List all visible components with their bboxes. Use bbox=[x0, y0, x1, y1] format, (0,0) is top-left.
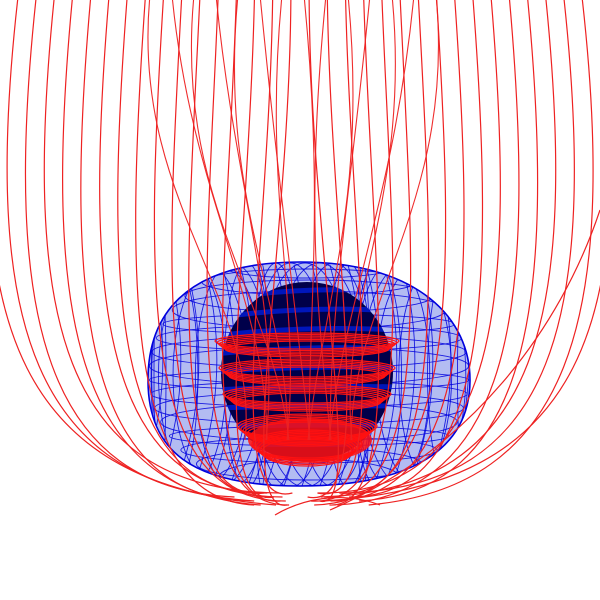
field-band-loop bbox=[220, 337, 394, 355]
field-line bbox=[358, 0, 539, 502]
field-line bbox=[307, 0, 348, 499]
field-line bbox=[24, 0, 235, 498]
field-band-loop bbox=[214, 332, 400, 350]
field-line-inner bbox=[233, 0, 289, 441]
field-band bbox=[214, 332, 400, 358]
field-line-inner bbox=[190, 0, 290, 441]
field-line bbox=[117, 0, 268, 494]
field-line bbox=[343, 0, 575, 494]
shell-mesh-line bbox=[175, 264, 200, 486]
field-line bbox=[80, 0, 245, 502]
field-line bbox=[323, 0, 600, 502]
field-band-loop bbox=[218, 335, 396, 353]
field-band-loop bbox=[224, 340, 390, 358]
field-line-edge bbox=[329, 209, 600, 511]
field-line-inner bbox=[329, 0, 371, 441]
field-line-inner bbox=[350, 0, 440, 441]
field-band-loop bbox=[224, 363, 390, 383]
field-line bbox=[206, 0, 290, 506]
core-stripe bbox=[221, 325, 393, 339]
field-line-inner bbox=[328, 0, 415, 441]
field-line bbox=[323, 0, 412, 498]
field-band-loop bbox=[218, 358, 396, 378]
field-line bbox=[43, 0, 280, 494]
field-line bbox=[314, 0, 447, 506]
field-line-inner bbox=[275, 0, 291, 441]
field-line-inner bbox=[215, 0, 270, 441]
field-line bbox=[368, 0, 594, 506]
field-line-inner bbox=[147, 0, 247, 441]
field-line-tail bbox=[274, 496, 381, 516]
shell-mesh-line bbox=[373, 264, 398, 486]
field-line-inner bbox=[303, 0, 315, 441]
field-band-loop bbox=[220, 360, 394, 380]
field-line-inner bbox=[307, 0, 354, 441]
field-line-inner bbox=[349, 0, 396, 441]
field-line bbox=[310, 0, 394, 502]
field-band-loop bbox=[216, 334, 398, 352]
field-band-loop bbox=[222, 384, 392, 404]
field-band-loop bbox=[226, 364, 388, 384]
field-line bbox=[317, 0, 363, 495]
field-lines bbox=[0, 0, 600, 516]
field-line bbox=[171, 0, 274, 498]
field-line bbox=[330, 0, 465, 502]
field-line bbox=[188, 0, 265, 494]
field-line bbox=[135, 0, 255, 506]
field-line-inner bbox=[259, 0, 311, 441]
field-line bbox=[320, 0, 557, 498]
field-line-inner bbox=[314, 0, 332, 441]
shell-mesh-line bbox=[193, 264, 218, 486]
shell-mesh-line bbox=[391, 264, 416, 486]
field-line bbox=[221, 0, 281, 502]
field-line bbox=[252, 0, 293, 495]
field-line-inner bbox=[171, 0, 268, 441]
field-band-loop bbox=[224, 386, 390, 406]
